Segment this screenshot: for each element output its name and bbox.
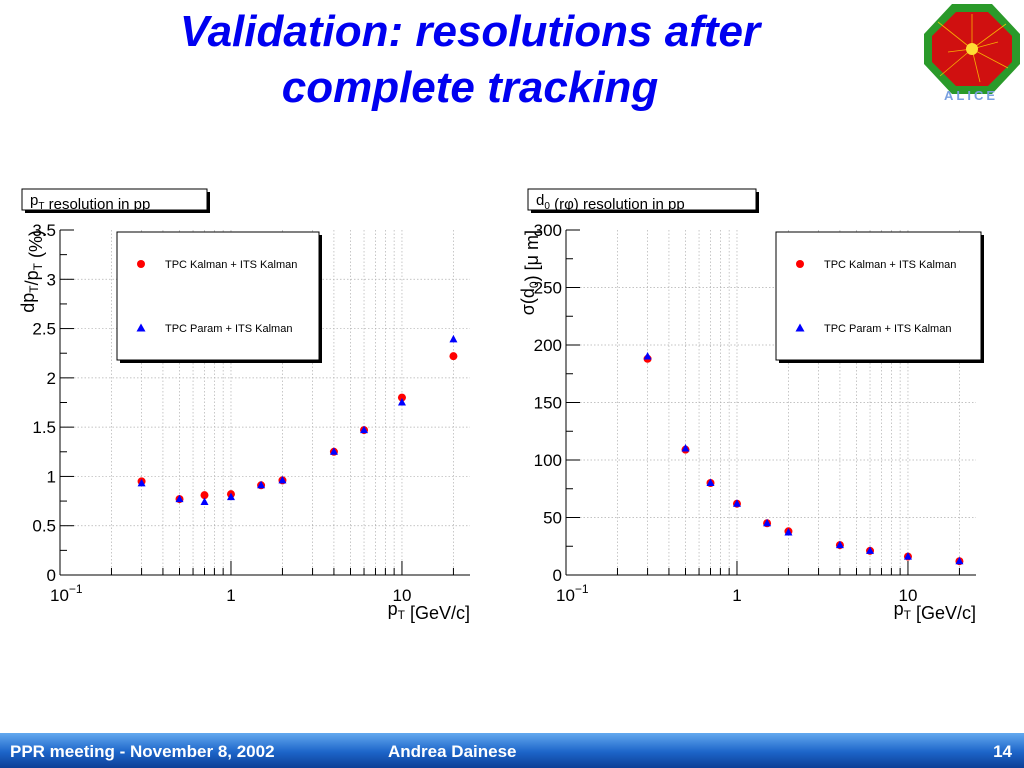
x-tick-label: 10 <box>392 586 411 605</box>
x-ticks: 10−1 1 10 <box>556 561 960 605</box>
series-param <box>643 352 964 565</box>
series-kalman <box>643 354 964 566</box>
legend-marker-triangle <box>136 323 146 332</box>
data-point <box>955 556 964 565</box>
chart-title: pT resolution in pp <box>30 192 150 213</box>
y-tick-label: 50 <box>543 509 562 528</box>
legend-label: TPC Param + ITS Kalman <box>165 323 292 335</box>
data-point <box>175 494 184 503</box>
y-ticks: 0 50 100 150 200 250 300 <box>534 221 580 585</box>
legend: TPC Kalman + ITS Kalman TPC Param + ITS K… <box>775 231 984 363</box>
y-tick-label: 100 <box>534 451 562 470</box>
y-tick-label: 200 <box>534 336 562 355</box>
data-point <box>137 478 146 487</box>
data-point <box>784 527 793 536</box>
data-point <box>226 492 235 501</box>
legend-label: TPC Param + ITS Kalman <box>824 323 951 335</box>
data-point <box>681 444 690 452</box>
footer-meeting: PPR meeting - November 8, 2002 <box>10 742 275 761</box>
y-tick-label: 0 <box>553 566 562 585</box>
data-point <box>397 393 406 402</box>
title-line-2: complete tracking <box>281 63 659 112</box>
chart-title: d0 (rφ) resolution in pp <box>536 192 685 213</box>
d0-resolution-plot: d0 (rφ) resolution in pp 0 50 100 150 200 250 3… <box>518 188 984 623</box>
slide-title: Validation: resolutions after complete t… <box>80 4 860 116</box>
chart-d0-resolution: d0 (rφ) resolution in pp 0 50 100 150 200 250 3… <box>518 180 998 630</box>
data-point <box>903 552 912 560</box>
y-tick-label: 3.5 <box>32 221 56 240</box>
alice-logo: ALICE <box>918 2 1024 103</box>
legend-marker-circle <box>137 260 145 268</box>
series-param <box>137 334 458 506</box>
y-tick-label: 0 <box>47 566 56 585</box>
data-point <box>835 540 844 549</box>
data-point <box>397 398 406 406</box>
x-axis-label: pT [GeV/c] <box>894 599 976 623</box>
chart-title-box: d0 (rφ) resolution in pp <box>527 188 759 213</box>
logo-text: ALICE <box>944 88 998 102</box>
data-point <box>200 497 209 506</box>
chart-pt-resolution: pT resolution in pp 0 0.5 1 1.5 2 2.5 3 3.5 10−1 1… <box>12 180 492 630</box>
data-point <box>706 478 715 486</box>
data-point <box>732 499 741 507</box>
x-tick-label: 10−1 <box>556 582 589 605</box>
legend-marker-triangle <box>795 323 805 332</box>
x-tick-label: 10−1 <box>50 582 83 605</box>
legend: TPC Kalman + ITS Kalman TPC Param + ITS K… <box>116 231 322 363</box>
y-tick-label: 150 <box>534 394 562 413</box>
y-tick-label: 3 <box>47 270 56 289</box>
data-point <box>329 447 338 455</box>
title-line-1: Validation: resolutions after <box>179 7 761 56</box>
chart-title-box: pT resolution in pp <box>21 188 210 213</box>
x-tick-label: 10 <box>898 586 917 605</box>
data-point <box>763 518 772 527</box>
legend-label: TPC Kalman + ITS Kalman <box>824 259 956 271</box>
data-point <box>257 480 266 489</box>
legend-marker-circle <box>796 260 804 268</box>
y-axis-label: dpT/pT (%) <box>18 230 46 313</box>
y-tick-label: 2.5 <box>32 320 56 339</box>
y-tick-label: 2 <box>47 369 56 388</box>
series-kalman <box>137 352 458 504</box>
page-number: 14 <box>993 742 1012 761</box>
x-axis-label: pT [GeV/c] <box>388 599 470 623</box>
data-point <box>643 352 652 360</box>
footer-bar: PPR meeting - November 8, 2002 Andrea Da… <box>0 733 1024 768</box>
y-tick-label: 1 <box>47 467 56 486</box>
data-point <box>866 546 875 554</box>
data-point <box>200 491 209 500</box>
y-tick-label: 300 <box>534 221 562 240</box>
x-tick-label: 1 <box>226 586 235 605</box>
y-tick-label: 1.5 <box>32 418 56 437</box>
data-point <box>360 425 369 434</box>
data-point <box>449 334 458 343</box>
y-tick-label: 0.5 <box>32 517 56 536</box>
footer-author: Andrea Dainese <box>388 742 517 761</box>
y-tick-label: 250 <box>534 279 562 298</box>
x-ticks: 10−1 1 10 <box>50 561 454 605</box>
data-point <box>278 475 287 484</box>
y-axis-label: σ(d0) [μ m] <box>518 230 542 315</box>
data-point <box>449 352 458 361</box>
legend-label: TPC Kalman + ITS Kalman <box>165 259 297 271</box>
x-tick-label: 1 <box>732 586 741 605</box>
y-ticks: 0 0.5 1 1.5 2 2.5 3 3.5 <box>32 221 74 585</box>
